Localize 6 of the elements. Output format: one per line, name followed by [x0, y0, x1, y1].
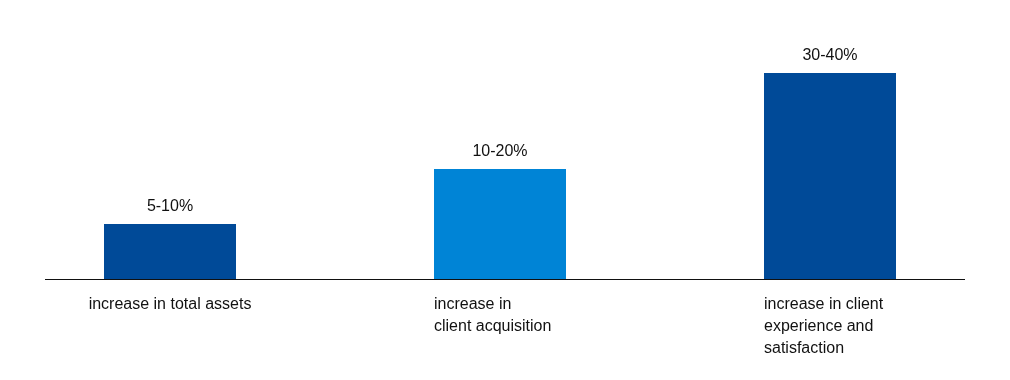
annotation: 30-40% [802, 46, 858, 64]
x-tick-label: increase in total assets [88, 295, 252, 313]
x-tick-label: increase in client acquisition [434, 295, 552, 335]
annotation: 5-10% [146, 197, 194, 215]
annotation: 10-20% [472, 142, 528, 160]
x-tick-label: increase in client experience and satisfaction [764, 295, 884, 357]
